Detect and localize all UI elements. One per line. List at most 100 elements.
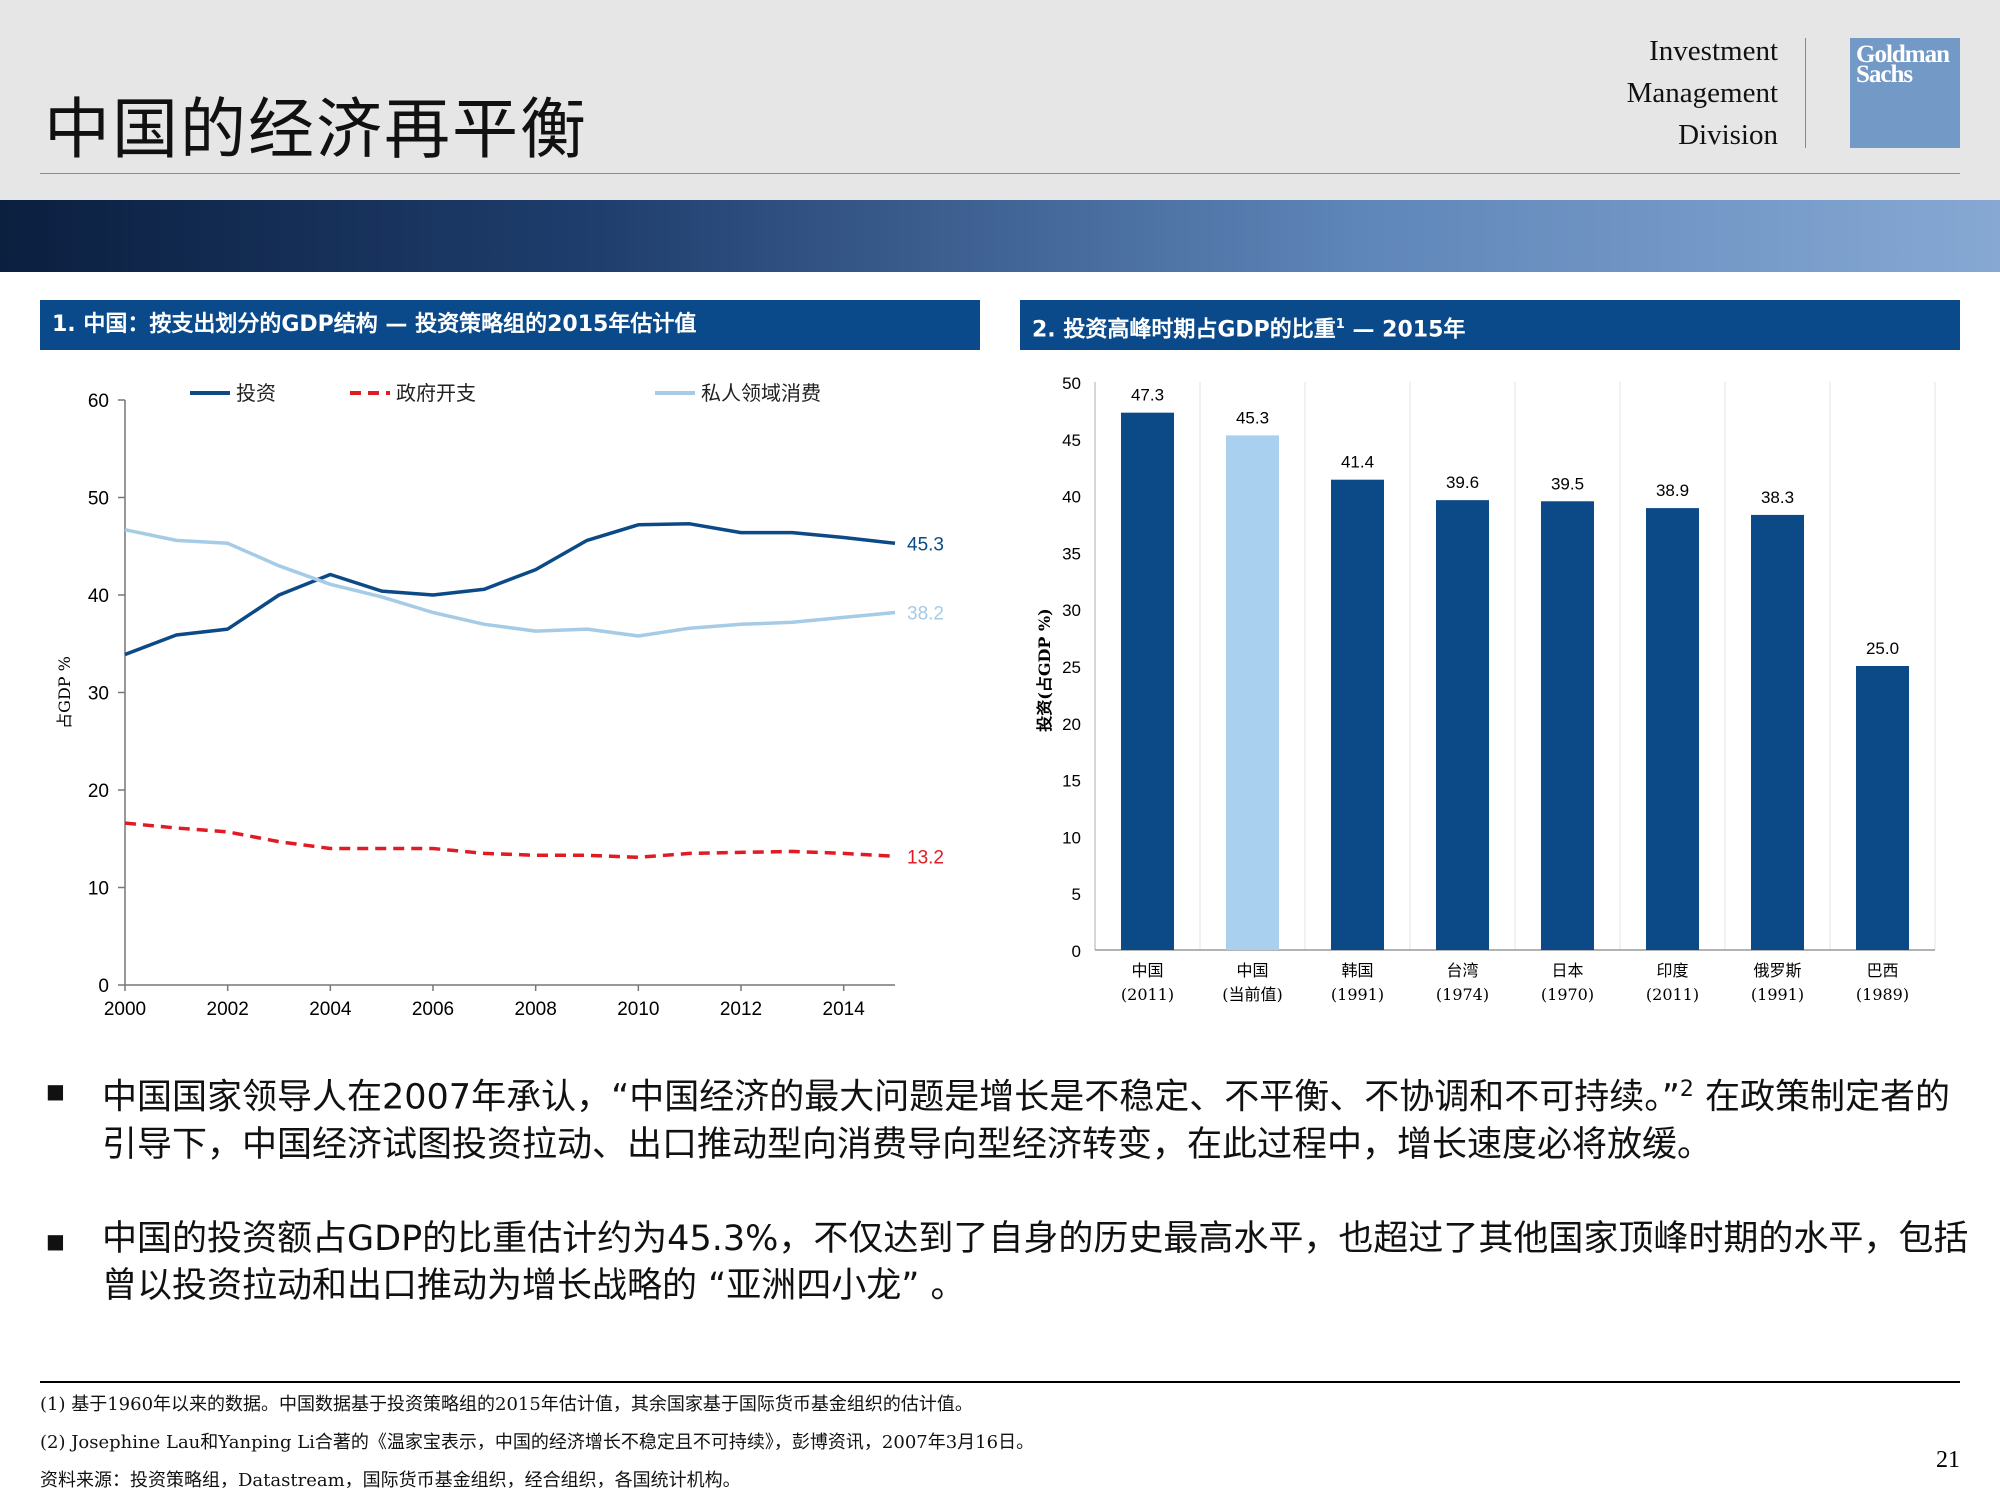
y-axis-label: 投资(占GDP %)	[1035, 608, 1054, 732]
header-divider	[40, 173, 1960, 174]
x-tick-label: 2010	[617, 999, 659, 1020]
division-divider	[1805, 38, 1806, 148]
y-tick-label: 40	[1062, 488, 1081, 507]
y-tick-label: 40	[88, 586, 109, 607]
bullet-text-main: 中国的投资额占GDP的比重估计约为45.3%，不仅达到了自身的历史最高水平，也超…	[102, 1219, 1969, 1306]
bar	[1436, 500, 1489, 950]
gdp-structure-line-chart: 0 10 20 30 40 50 60 2000 2002 2004 2006 2008 2010 201…	[55, 381, 944, 1020]
y-tick-label: 10	[88, 879, 109, 900]
bar	[1856, 666, 1909, 950]
footnote: (1) 基于1960年以来的数据。中国数据基于投资策略组的2015年估计值，其余…	[40, 1394, 973, 1415]
y-tick-label: 5	[1072, 885, 1081, 904]
y-tick-label: 50	[1062, 374, 1081, 393]
chart2-title-main: 2. 投资高峰时期占GDP的比重	[1032, 317, 1336, 343]
page-number: 21	[1936, 1447, 1960, 1473]
x-category-label: 中国	[1131, 961, 1163, 980]
bar	[1751, 514, 1804, 950]
legend-label: 政府开支	[396, 381, 476, 405]
page-title: 中国的经济再平衡	[44, 91, 588, 168]
chart2-title-rest: — 2015年	[1344, 317, 1466, 343]
x-tick-label: 2012	[720, 999, 762, 1020]
chart1-title: 1. 中国：按支出划分的GDP结构 — 投资策略组的2015年估计值	[40, 300, 980, 350]
x-category-sublabel: (2011)	[1121, 985, 1174, 1004]
goldman-sachs-logo: Goldman Sachs	[1850, 38, 1960, 148]
x-category-label: 韩国	[1341, 961, 1373, 980]
x-category-label: 中国	[1236, 961, 1268, 980]
x-category-label: 俄罗斯	[1753, 961, 1801, 980]
bar-value-label: 41.4	[1341, 453, 1374, 472]
peak-investment-bar-chart: 0 5 10 15 20 25 30 35 40 45 50 投资(占GDP %) 47.3 中国 (201…	[1035, 374, 1936, 1004]
x-category-label: 巴西	[1866, 961, 1898, 980]
bullet-square-icon: ■	[46, 1229, 65, 1253]
y-tick-label: 30	[88, 684, 109, 705]
x-category-label: 印度	[1656, 961, 1688, 980]
x-tick-label: 2008	[515, 999, 557, 1020]
x-tick-label: 2004	[309, 999, 352, 1020]
logo-line: Goldman	[1856, 41, 1950, 68]
source-note: 资料来源：投资策略组，Datastream，国际货币基金组织，经合组织，各国统计…	[40, 1470, 741, 1491]
x-category-sublabel: (1970)	[1541, 985, 1594, 1004]
x-category-label: 日本	[1551, 961, 1583, 980]
chart2-title: 2. 投资高峰时期占GDP的比重1 — 2015年	[1020, 300, 1960, 350]
bullet-text: 中国国家领导人在2007年承认，“中国经济的最大问题是增长是不稳定、不平衡、不协…	[102, 1066, 1982, 1169]
bar-value-label: 25.0	[1866, 639, 1899, 658]
bullet-footnote-ref: 2	[1679, 1077, 1694, 1102]
bullet-text-rest: 在政策制定者的引导下，中国经济试图投资拉动、出口推动型向消费导向型经济转变，在此…	[102, 1077, 1950, 1165]
series-line	[124, 527, 896, 638]
bar-value-label: 39.6	[1446, 473, 1479, 492]
y-tick-label: 20	[88, 781, 109, 802]
y-tick-label: 35	[1062, 544, 1081, 563]
division-line: Management	[1626, 77, 1778, 109]
x-tick-label: 2014	[823, 999, 866, 1020]
division-line: Division	[1678, 119, 1778, 151]
x-category-label: 台湾	[1446, 961, 1478, 980]
bar	[1121, 412, 1174, 950]
x-tick-label: 2000	[104, 999, 146, 1020]
legend-label: 私人领域消费	[701, 381, 821, 405]
y-tick-label: 30	[1062, 601, 1081, 620]
x-category-sublabel: (2011)	[1646, 985, 1699, 1004]
chart2-title-footnote-ref: 1	[1335, 317, 1345, 332]
gradient-banner	[0, 200, 2000, 272]
y-tick-label: 45	[1062, 431, 1081, 450]
y-tick-label: 10	[1062, 828, 1081, 847]
y-axis-label: 占GDP %	[55, 656, 74, 729]
bar	[1541, 501, 1594, 950]
bar-value-label: 39.5	[1551, 474, 1584, 493]
footnote-divider	[40, 1381, 1960, 1383]
x-category-sublabel: (1991)	[1331, 985, 1384, 1004]
y-tick-label: 25	[1062, 658, 1081, 677]
x-category-sublabel: (1974)	[1436, 985, 1489, 1004]
y-tick-label: 60	[88, 391, 109, 412]
bullet-square-icon: ■	[46, 1079, 65, 1103]
x-tick-label: 2002	[207, 999, 249, 1020]
series-end-label: 13.2	[907, 847, 944, 868]
bullet-text: 中国的投资额占GDP的比重估计约为45.3%，不仅达到了自身的历史最高水平，也超…	[102, 1216, 1982, 1310]
x-category-sublabel: (1989)	[1856, 985, 1909, 1004]
series-end-label: 38.2	[907, 604, 944, 625]
division-line: Investment	[1649, 35, 1778, 67]
y-tick-label: 50	[88, 489, 109, 510]
series-line	[124, 821, 896, 860]
bar	[1226, 435, 1279, 951]
x-category-sublabel: (1991)	[1751, 985, 1804, 1004]
series-line	[124, 522, 896, 657]
y-tick-label: 20	[1062, 715, 1081, 734]
x-category-sublabel: (当前值)	[1222, 985, 1283, 1004]
legend-label: 投资	[236, 381, 276, 405]
bar	[1331, 479, 1384, 950]
bar-value-label: 45.3	[1236, 408, 1269, 427]
division-label: Investment Management Division	[1627, 30, 1778, 156]
bar-value-label: 47.3	[1131, 386, 1164, 405]
series-end-label: 45.3	[907, 534, 944, 555]
header-area: 中国的经济再平衡 Investment Management Division …	[0, 0, 2000, 200]
bar	[1646, 508, 1699, 950]
bar-value-label: 38.3	[1761, 488, 1794, 507]
y-tick-label: 0	[98, 976, 109, 997]
bullet-text-main: 中国国家领导人在2007年承认，“中国经济的最大问题是增长是不稳定、不平衡、不协…	[102, 1077, 1680, 1118]
y-tick-label: 15	[1062, 772, 1081, 791]
x-tick-label: 2006	[412, 999, 454, 1020]
logo-line: Sachs	[1856, 61, 1913, 88]
footnote: (2) Josephine Lau和Yanping Li合著的《温家宝表示，中国…	[40, 1432, 1035, 1453]
bar-value-label: 38.9	[1656, 481, 1689, 500]
